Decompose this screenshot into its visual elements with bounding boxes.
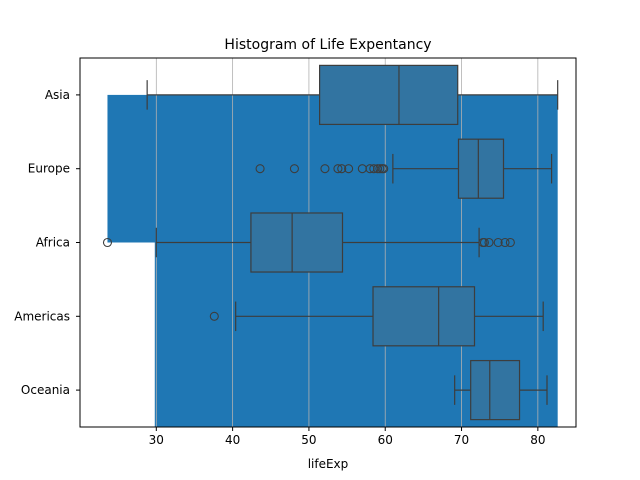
x-tick-label: 40: [225, 433, 240, 447]
y-tick-label: Europe: [28, 162, 70, 176]
box-asia: [319, 64, 459, 126]
outlier-point: [375, 164, 385, 174]
outlier-point: [344, 164, 354, 174]
chart-title: Histogram of Life Expentancy: [224, 37, 431, 53]
y-tick-label: Africa: [36, 236, 70, 250]
x-tick-label: 30: [149, 433, 164, 447]
outlier-point: [484, 237, 494, 248]
x-axis-label: lifeExp: [308, 457, 349, 471]
box-europe: [457, 138, 505, 199]
x-tick-label: 50: [301, 433, 316, 447]
outlier-point: [337, 164, 347, 174]
outlier-point: [102, 237, 113, 248]
outlier-point: [289, 164, 299, 174]
box-americas: [372, 286, 476, 347]
outlier-point: [333, 164, 343, 174]
outlier-point: [373, 164, 383, 174]
box-africa: [250, 212, 344, 273]
outlier-point: [320, 164, 330, 174]
box-layer: [102, 64, 559, 421]
outlier-point: [479, 237, 489, 248]
box-oceania: [470, 359, 521, 421]
outlier-point: [255, 164, 265, 174]
outlier-point: [500, 237, 510, 248]
outlier-point: [493, 237, 503, 248]
y-tick-label: Oceania: [21, 383, 70, 397]
y-tick-label: Americas: [14, 309, 70, 323]
x-tick-label: 70: [454, 433, 469, 447]
outlier-point: [379, 164, 389, 174]
x-tick-label: 60: [378, 433, 393, 447]
outlier-point: [505, 237, 515, 248]
axes: 30 40 50 60 70 80 Asia Europe Africa Americas Ocea…: [14, 57, 577, 447]
x-tick-label: 80: [530, 433, 545, 447]
outlier-point: [209, 311, 219, 321]
y-tick-label: Asia: [45, 88, 70, 102]
